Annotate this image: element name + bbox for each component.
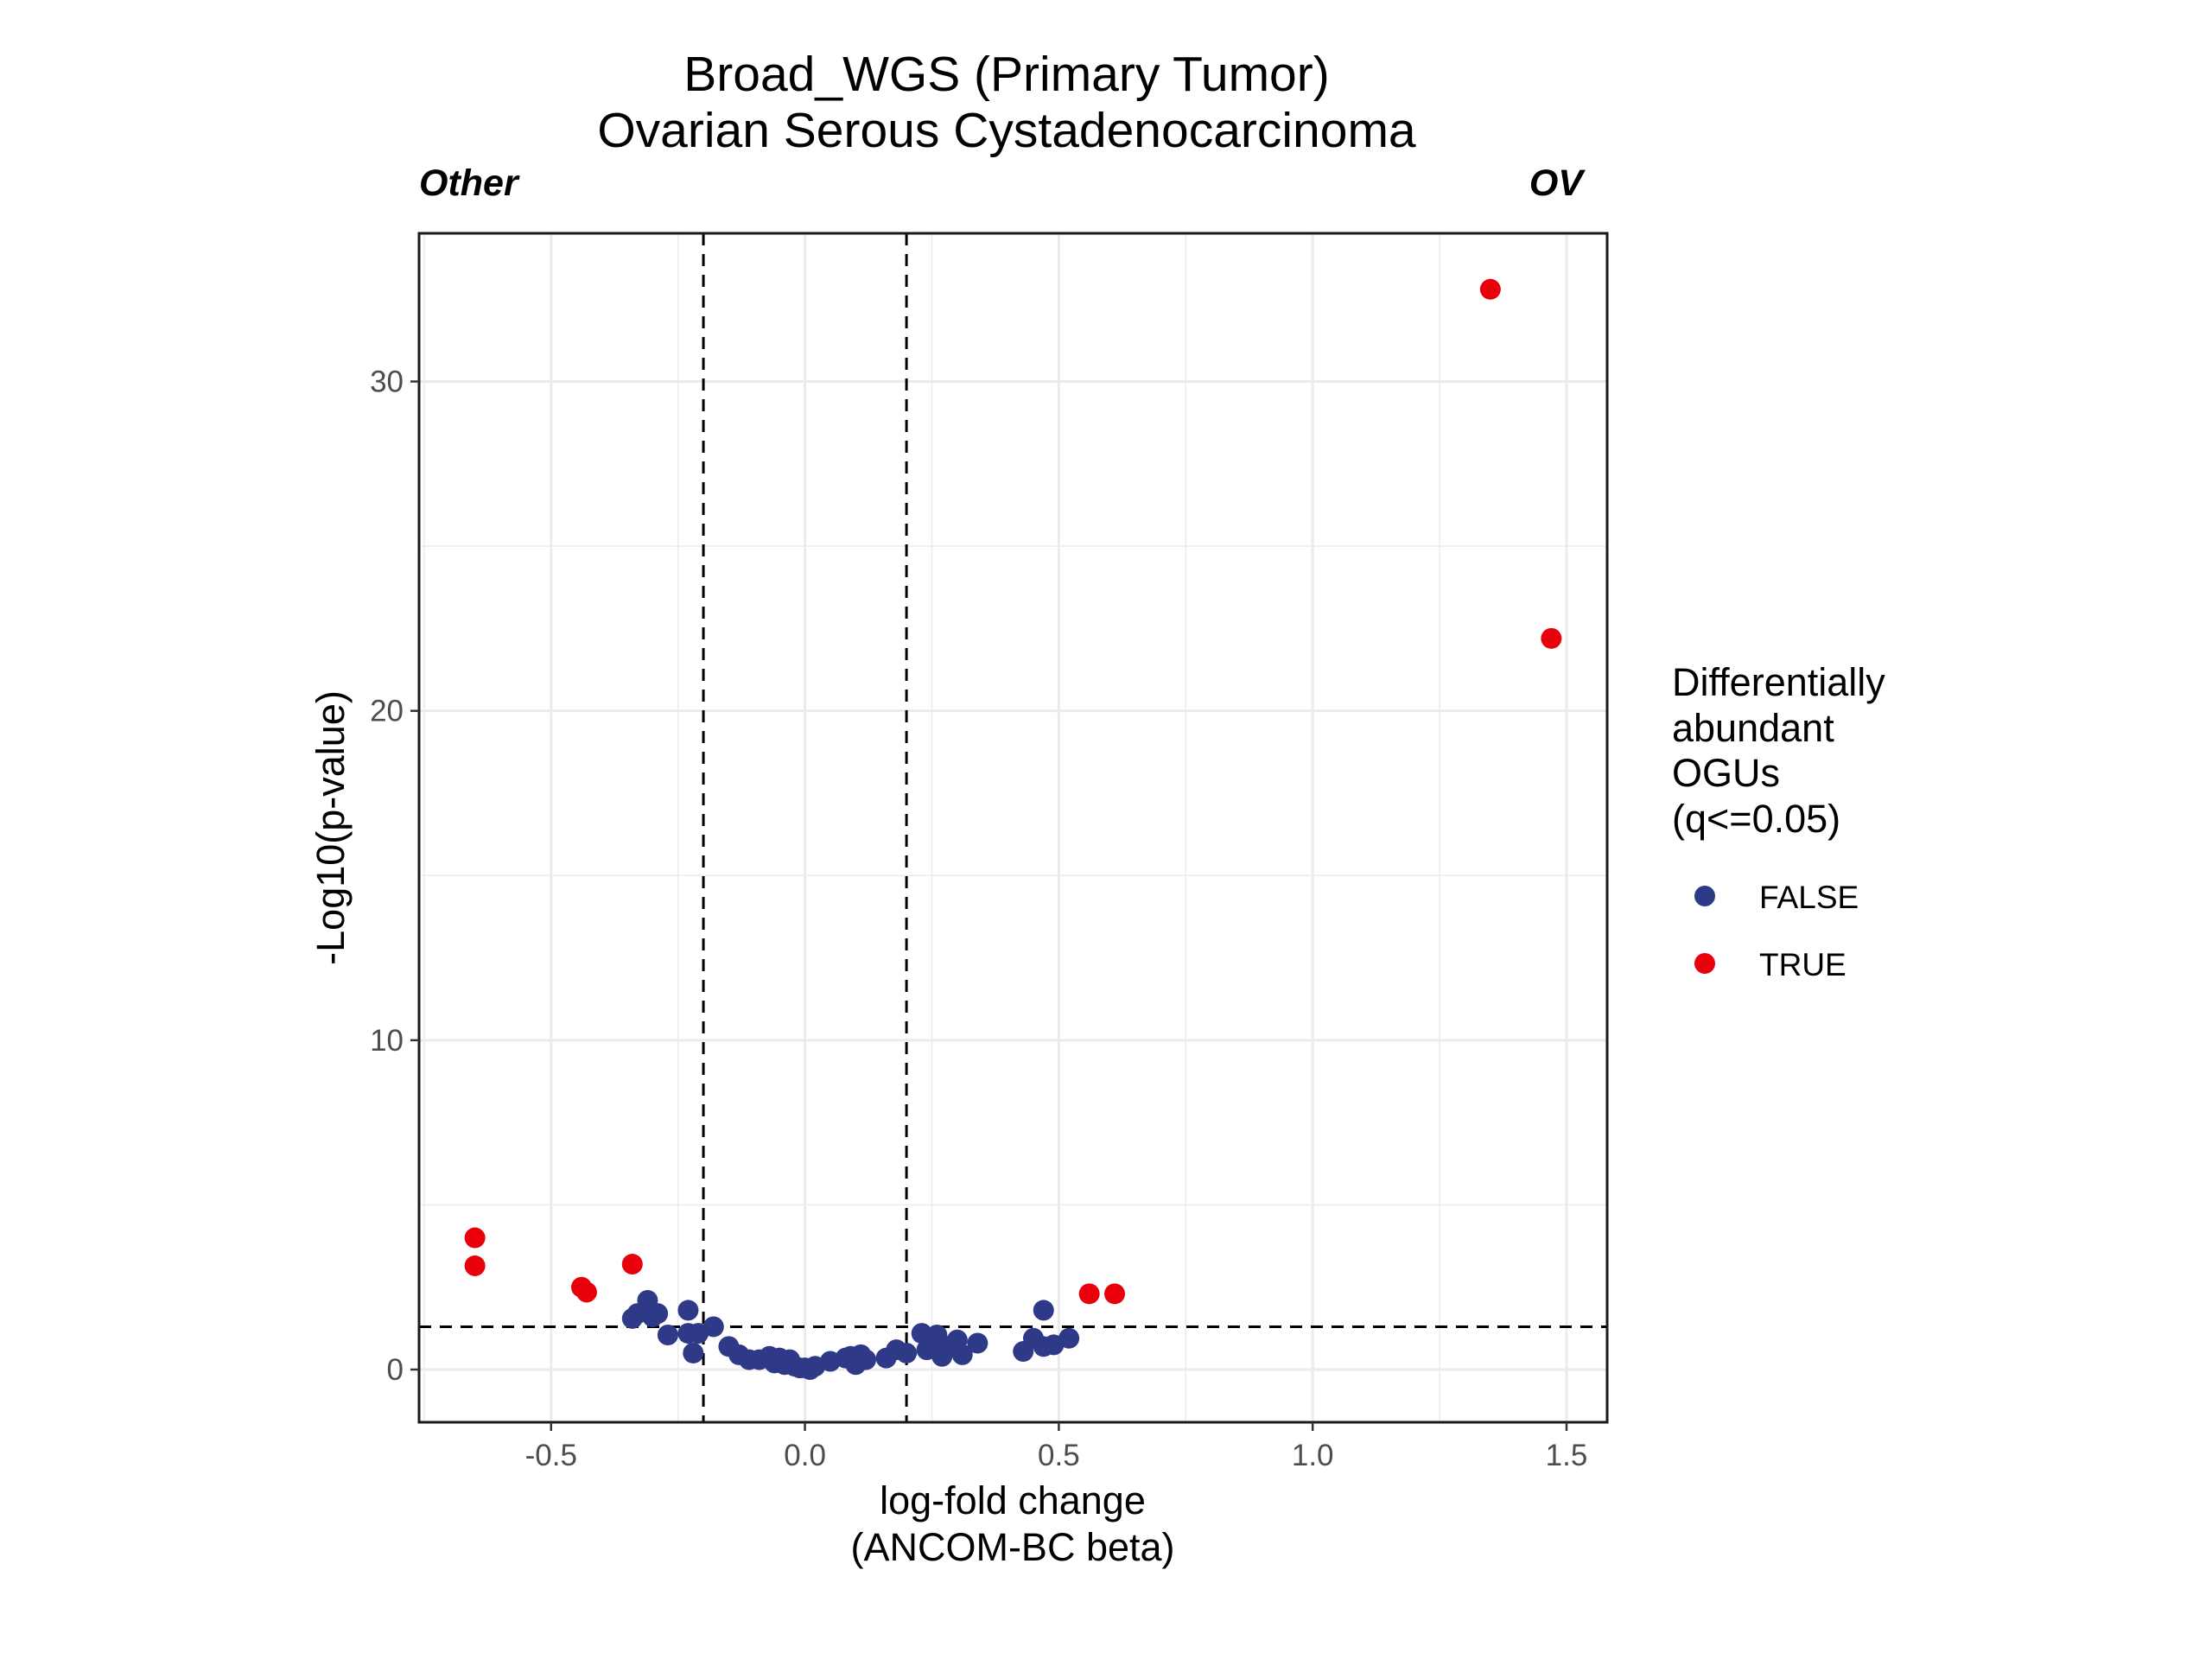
plot-panel-border bbox=[417, 232, 1609, 1424]
y-axis-title: -Log10(p-value) bbox=[308, 690, 353, 965]
data-point-false bbox=[951, 1344, 973, 1365]
legend-key-false bbox=[1694, 886, 1715, 906]
data-point-true bbox=[1541, 627, 1562, 649]
data-point-true bbox=[464, 1227, 486, 1249]
reference-lines bbox=[419, 233, 1607, 1422]
x-tick-label: 1.5 bbox=[1546, 1439, 1588, 1472]
legend-key-true bbox=[1694, 953, 1715, 974]
y-tick-label: 10 bbox=[370, 1024, 404, 1058]
right-group-label: OV bbox=[1529, 162, 1586, 204]
chart-title-line-2: Ovarian Serous Cystadenocarcinoma bbox=[597, 103, 1416, 158]
legend-title-line-1: Differentially bbox=[1672, 660, 1885, 704]
data-point-false bbox=[967, 1332, 988, 1354]
data-point-false bbox=[702, 1316, 724, 1338]
x-tick-label: 0.0 bbox=[784, 1439, 826, 1472]
data-point-false bbox=[1033, 1300, 1054, 1321]
x-axis-title-line-1: log-fold change bbox=[880, 1478, 1146, 1522]
series-true bbox=[464, 278, 1562, 1305]
data-points bbox=[464, 278, 1562, 1381]
data-point-true bbox=[464, 1255, 486, 1276]
x-tick-label: 1.0 bbox=[1292, 1439, 1334, 1472]
data-point-true bbox=[621, 1254, 643, 1275]
chart-title-line-1: Broad_WGS (Primary Tumor) bbox=[683, 47, 1329, 102]
y-tick-label: 30 bbox=[370, 365, 404, 399]
y-tick-label: 20 bbox=[370, 695, 404, 728]
data-point-false bbox=[683, 1342, 704, 1363]
data-point-false bbox=[1058, 1327, 1080, 1349]
legend-label-true: TRUE bbox=[1759, 947, 1847, 982]
legend: Differentially abundant OGUs (q<=0.05) F… bbox=[1672, 660, 1885, 982]
data-point-false bbox=[657, 1324, 678, 1345]
data-point-false bbox=[896, 1342, 918, 1363]
y-axis-ticks: 0 10 20 30 bbox=[370, 365, 419, 1387]
data-point-true bbox=[1078, 1283, 1100, 1305]
y-tick-label: 0 bbox=[387, 1353, 404, 1387]
data-point-false bbox=[855, 1349, 877, 1370]
grid-lines bbox=[419, 233, 1607, 1422]
series-false bbox=[621, 1289, 1080, 1381]
x-axis-ticks: -0.5 0.0 0.5 1.0 1.5 bbox=[525, 1422, 1588, 1472]
legend-label-false: FALSE bbox=[1759, 880, 1859, 915]
left-group-label: Other bbox=[419, 162, 520, 204]
data-point-true bbox=[575, 1281, 597, 1303]
legend-title-line-4: (q<=0.05) bbox=[1672, 797, 1840, 841]
x-tick-label: 0.5 bbox=[1038, 1439, 1080, 1472]
data-point-false bbox=[647, 1303, 669, 1325]
x-axis-title-line-2: (ANCOM-BC beta) bbox=[850, 1525, 1174, 1569]
data-point-false bbox=[677, 1300, 699, 1321]
x-tick-label: -0.5 bbox=[525, 1439, 577, 1472]
data-point-true bbox=[1104, 1283, 1126, 1305]
legend-title-line-3: OGUs bbox=[1672, 751, 1780, 795]
data-point-true bbox=[1479, 278, 1501, 300]
legend-title-line-2: abundant bbox=[1672, 706, 1834, 750]
